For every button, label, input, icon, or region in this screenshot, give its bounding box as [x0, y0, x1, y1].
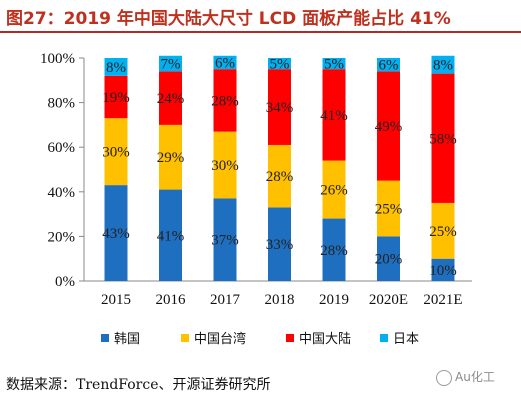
- bar-segment: [159, 71, 182, 125]
- data-label: 20%: [375, 252, 403, 268]
- bar-segment: [213, 198, 237, 281]
- legend-label: 中国大陆: [299, 331, 351, 347]
- data-label: 41%: [320, 108, 348, 124]
- bars: 43% 30% 19% 8% 41% 29% 24% 7% 37% 30% 28% 6% 33% 28% 3…: [102, 55, 457, 281]
- y-tick-label: 40%: [48, 185, 76, 201]
- stacked-bar-chart: 0% 20% 40% 60% 80% 100% 43% 30% 19% 8% 41% 29% 24% 7…: [40, 51, 472, 347]
- source-note: 数据来源：TrendForce、开源证券研究所: [6, 377, 271, 393]
- title-rule: [0, 31, 521, 33]
- legend-label: 中国台湾: [194, 331, 246, 347]
- data-label: 34%: [266, 100, 294, 116]
- x-tick-label: 2015: [101, 292, 131, 308]
- data-label: 6%: [379, 58, 399, 74]
- bar-segment: [104, 118, 128, 186]
- data-label: 25%: [429, 224, 457, 240]
- y-tick-label: 60%: [48, 140, 76, 156]
- x-tick-label: 2019: [319, 292, 349, 308]
- x-tick-label: 2018: [265, 292, 295, 308]
- x-tick-label: 2020E: [369, 292, 408, 308]
- chart-title: 图27：2019 年中国大陆大尺寸 LCD 面板产能占比 41%: [6, 9, 451, 29]
- bar-segment: [377, 58, 400, 72]
- data-label: 10%: [429, 263, 457, 279]
- data-label: 33%: [266, 237, 294, 253]
- bar-segment: [159, 55, 182, 72]
- wechat-icon: [436, 369, 452, 386]
- x-tick-label: 2016: [156, 292, 187, 308]
- y-tick-label: 0%: [55, 274, 75, 290]
- data-label: 41%: [157, 228, 185, 244]
- watermark: Au化工: [436, 368, 495, 386]
- legend-swatch: [380, 334, 388, 342]
- data-label: 28%: [266, 169, 294, 185]
- data-label: 8%: [433, 58, 453, 74]
- data-label: 30%: [102, 145, 130, 161]
- bar-segment: [268, 69, 291, 145]
- bar-segment: [431, 258, 455, 281]
- bar-segment: [213, 131, 237, 199]
- data-label: 30%: [211, 158, 239, 174]
- bar-segment: [431, 55, 455, 74]
- x-tick-label: 2017: [210, 292, 241, 308]
- bar-segment: [213, 55, 237, 70]
- bar-segment: [431, 73, 455, 203]
- data-label: 29%: [157, 150, 185, 166]
- bar-segment: [159, 124, 182, 190]
- bar-segment: [322, 58, 346, 70]
- data-label: 6%: [215, 55, 235, 71]
- bar-segment: [104, 58, 128, 76]
- data-label: 26%: [320, 183, 348, 199]
- watermark-text: Au化工: [455, 370, 495, 384]
- bar-segment: [268, 207, 291, 281]
- data-label: 5%: [324, 57, 344, 73]
- x-tick-labels: 2015 2016 2017 2018 2019 2020E 2021E: [101, 292, 463, 308]
- legend-label: 日本: [393, 332, 419, 347]
- bar-segment: [159, 189, 182, 281]
- bar-segment: [268, 58, 291, 70]
- bar-segment: [322, 218, 346, 281]
- data-label: 43%: [102, 226, 130, 242]
- y-tick-label: 100%: [40, 51, 75, 67]
- legend-swatch: [286, 334, 294, 342]
- x-tick-label: 2021E: [423, 292, 462, 308]
- bar-segment: [104, 75, 128, 119]
- bar-segment: [104, 185, 128, 281]
- legend-swatch: [101, 334, 109, 342]
- data-label: 7%: [161, 57, 181, 73]
- bar-segment: [377, 236, 400, 281]
- data-label: 28%: [211, 93, 239, 109]
- bar-segment: [268, 144, 291, 208]
- data-label: 25%: [375, 202, 403, 218]
- data-label: 24%: [157, 91, 185, 107]
- bar-segment: [322, 69, 346, 161]
- bar-segment: [377, 71, 400, 181]
- legend-label: 韩国: [114, 332, 140, 347]
- data-label: 8%: [106, 60, 126, 76]
- data-label: 49%: [375, 119, 403, 135]
- bar-segment: [377, 180, 400, 237]
- data-label: 37%: [211, 233, 239, 249]
- data-label: 28%: [320, 243, 348, 259]
- bar-segment: [213, 69, 237, 132]
- bar-segment: [322, 160, 346, 219]
- data-label: 5%: [270, 57, 290, 73]
- data-label: 58%: [429, 131, 457, 147]
- legend-swatch: [181, 334, 189, 342]
- bar-segment: [431, 202, 455, 259]
- y-tick-label: 80%: [48, 96, 76, 112]
- y-tick-labels: 0% 20% 40% 60% 80% 100%: [40, 51, 84, 290]
- data-label: 19%: [102, 90, 130, 106]
- legend: 韩国 中国台湾 中国大陆 日本: [101, 331, 419, 347]
- y-tick-label: 20%: [48, 229, 76, 245]
